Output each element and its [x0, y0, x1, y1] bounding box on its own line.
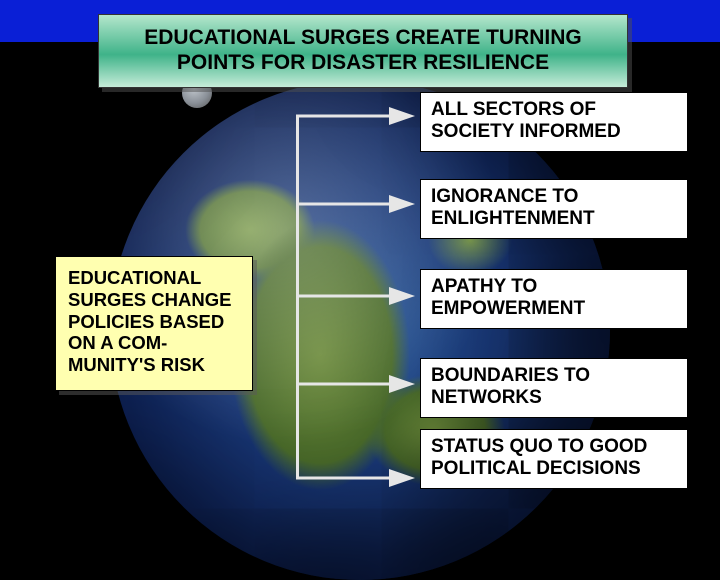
outcome-box-4: STATUS QUO TO GOOD POLITICAL DECISIONS	[420, 429, 688, 489]
outcome-box-1: IGNORANCE TO ENLIGHTENMENT	[420, 179, 688, 239]
title-text: EDUCATIONAL SURGES CREATE TURNING POINTS…	[144, 26, 582, 74]
outcome-text-0: ALL SECTORS OF SOCIETY INFORMED	[431, 99, 621, 142]
outcome-box-2: APATHY TO EMPOWERMENT	[420, 269, 688, 329]
title-box: EDUCATIONAL SURGES CREATE TURNING POINTS…	[98, 14, 628, 88]
outcome-text-1: IGNORANCE TO ENLIGHTENMENT	[431, 186, 595, 229]
outcome-text-3: BOUNDARIES TO NETWORKS	[431, 365, 590, 408]
source-box: EDUCATIONAL SURGES CHANGE POLICIES BASED…	[55, 256, 253, 391]
outcome-box-0: ALL SECTORS OF SOCIETY INFORMED	[420, 92, 688, 152]
source-text: EDUCATIONAL SURGES CHANGE POLICIES BASED…	[68, 267, 231, 375]
outcome-box-3: BOUNDARIES TO NETWORKS	[420, 358, 688, 418]
arrow-trunk	[296, 116, 299, 478]
outcome-text-2: APATHY TO EMPOWERMENT	[431, 276, 585, 319]
outcome-text-4: STATUS QUO TO GOOD POLITICAL DECISIONS	[431, 436, 647, 479]
